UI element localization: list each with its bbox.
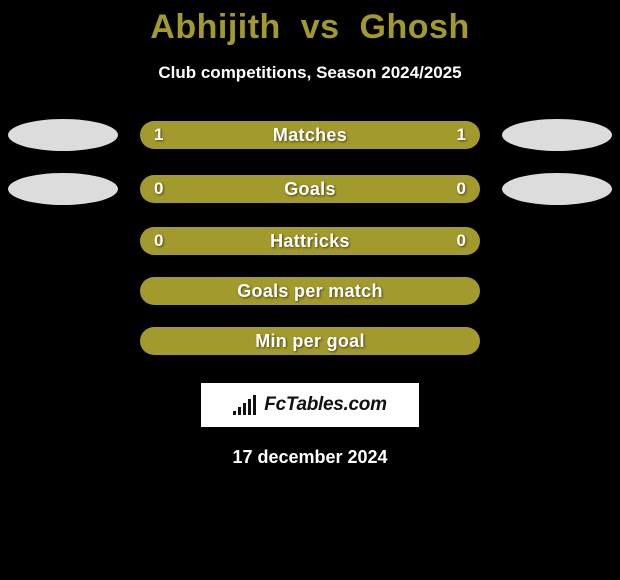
page-title: Abhijith vs Ghosh: [0, 8, 620, 47]
stat-bar: 0 Goals 0: [140, 175, 480, 203]
player1-value: 0: [154, 227, 163, 255]
player1-value: 1: [154, 121, 163, 149]
player1-value: 0: [154, 175, 163, 203]
stat-bar: 0 Hattricks 0: [140, 227, 480, 255]
source-badge[interactable]: FcTables.com: [201, 383, 419, 427]
stat-label: Hattricks: [270, 231, 350, 252]
vs-label: vs: [301, 8, 340, 46]
stat-bar: Goals per match: [140, 277, 480, 305]
stat-row: 0 Goals 0: [0, 173, 620, 205]
player2-value: 1: [457, 121, 466, 149]
stat-bar: 1 Matches 1: [140, 121, 480, 149]
player1-name: Abhijith: [150, 8, 281, 46]
comparison-card: Abhijith vs Ghosh Club competitions, Sea…: [0, 0, 620, 580]
source-name: FcTables.com: [264, 394, 386, 416]
player2-indicator: [502, 173, 612, 205]
player2-name: Ghosh: [360, 8, 470, 46]
stat-label: Goals: [284, 179, 336, 200]
player1-indicator: [8, 173, 118, 205]
stat-label: Goals per match: [237, 281, 383, 302]
stat-label: Min per goal: [255, 331, 365, 352]
stat-row: 1 Matches 1: [0, 119, 620, 151]
stats-list: 1 Matches 1 0 Goals 0 0 Hattricks 0 Goals per mat…: [0, 119, 620, 355]
stat-bar: Min per goal: [140, 327, 480, 355]
player2-value: 0: [457, 227, 466, 255]
player2-value: 0: [457, 175, 466, 203]
stat-row: 0 Hattricks 0: [0, 227, 620, 255]
player2-indicator: [502, 119, 612, 151]
stat-row: Min per goal: [0, 327, 620, 355]
subtitle: Club competitions, Season 2024/2025: [0, 63, 620, 83]
stat-row: Goals per match: [0, 277, 620, 305]
bar-chart-icon: [233, 395, 256, 415]
date-label: 17 december 2024: [0, 447, 620, 468]
stat-label: Matches: [273, 125, 347, 146]
player1-indicator: [8, 119, 118, 151]
